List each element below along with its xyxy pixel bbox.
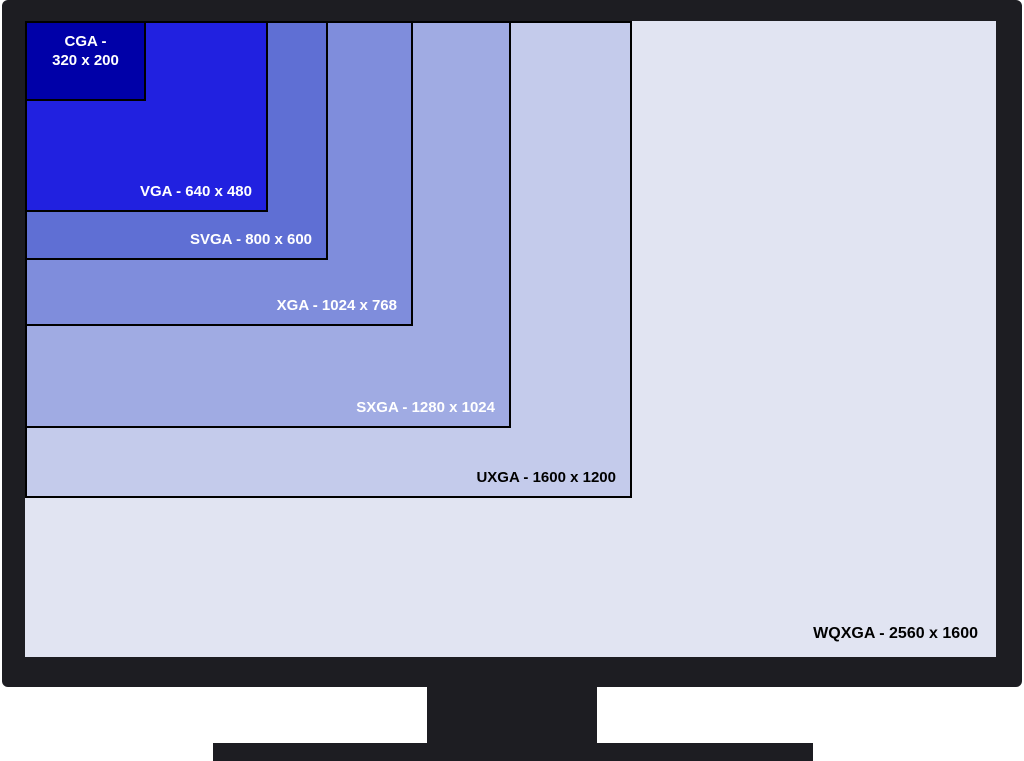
monitor-screen: WQXGA - 2560 x 1600 UXGA - 1600 x 1200 S… <box>25 21 996 657</box>
sxga-box: SXGA - 1280 x 1024 XGA - 1024 x 768 SVGA… <box>25 21 511 428</box>
svga-label: SVGA - 800 x 600 <box>190 231 312 248</box>
cga-box: CGA - 320 x 200 <box>25 21 146 101</box>
xga-box: XGA - 1024 x 768 SVGA - 800 x 600 VGA - … <box>25 21 413 326</box>
monitor-stand-base <box>213 743 813 761</box>
cga-label-line2: 320 x 200 <box>52 52 119 69</box>
uxga-label: UXGA - 1600 x 1200 <box>476 469 616 486</box>
vga-box: VGA - 640 x 480 CGA - 320 x 200 <box>25 21 268 212</box>
monitor-stand-neck <box>427 687 597 743</box>
vga-label: VGA - 640 x 480 <box>140 183 252 200</box>
cga-label-line1: CGA - <box>65 33 107 50</box>
wqxga-label: WQXGA - 2560 x 1600 <box>813 625 978 643</box>
sxga-label: SXGA - 1280 x 1024 <box>356 399 495 416</box>
monitor-diagram: WQXGA - 2560 x 1600 UXGA - 1600 x 1200 S… <box>0 0 1024 761</box>
xga-label: XGA - 1024 x 768 <box>277 297 397 314</box>
cga-label: CGA - 320 x 200 <box>27 33 144 71</box>
uxga-box: UXGA - 1600 x 1200 SXGA - 1280 x 1024 XG… <box>25 21 632 498</box>
svga-box: SVGA - 800 x 600 VGA - 640 x 480 CGA - 3… <box>25 21 328 260</box>
